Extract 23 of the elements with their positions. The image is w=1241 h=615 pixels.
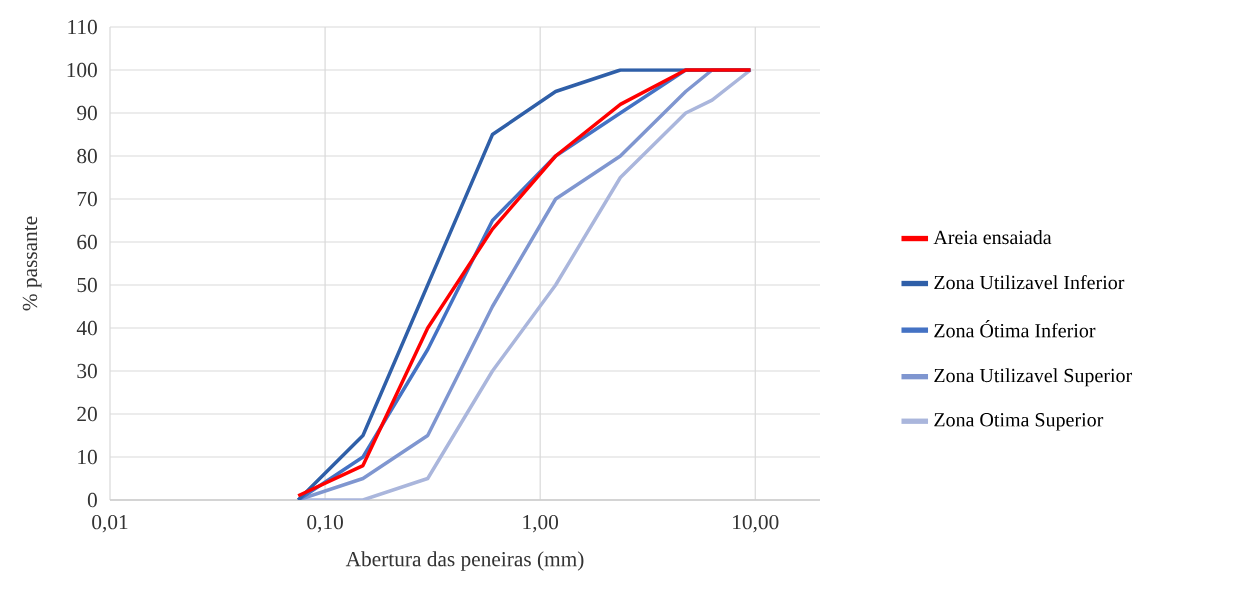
y-tick-label: 40 bbox=[76, 320, 97, 336]
y-tick-label: 110 bbox=[68, 19, 97, 35]
y-tick-label: 0 bbox=[87, 492, 97, 508]
y-tick-label: 20 bbox=[77, 406, 97, 422]
y-tick-label: 50 bbox=[77, 277, 97, 293]
y-tick-label: 30 bbox=[77, 363, 97, 379]
x-axis-title: Abertura das peneiras (mm) bbox=[345, 551, 584, 571]
y-tick-label: 70 bbox=[77, 191, 97, 207]
legend-label: Zona Otima Superior bbox=[934, 413, 1104, 431]
y-tick-label: 100 bbox=[67, 62, 97, 78]
legend-label: Zona Utilizavel Superior bbox=[934, 368, 1133, 387]
legend-label: Zona Utilizavel Inferior bbox=[934, 274, 1125, 290]
legend-label: Zona Ótima Inferior bbox=[934, 320, 1096, 338]
legend-label: Areia ensaiada bbox=[933, 230, 1052, 245]
x-tick-label: 1,00 bbox=[523, 514, 559, 533]
y-axis-title: % passante bbox=[22, 216, 42, 311]
x-tick-label: 10,00 bbox=[733, 514, 779, 533]
y-tick-label: 80 bbox=[77, 148, 97, 164]
x-tick-label: 0,01 bbox=[92, 514, 128, 533]
y-tick-label: 10 bbox=[78, 449, 97, 465]
x-tick-label: 0,10 bbox=[307, 514, 343, 533]
y-tick-label: 60 bbox=[77, 234, 97, 250]
y-tick-label: 90 bbox=[77, 105, 97, 121]
